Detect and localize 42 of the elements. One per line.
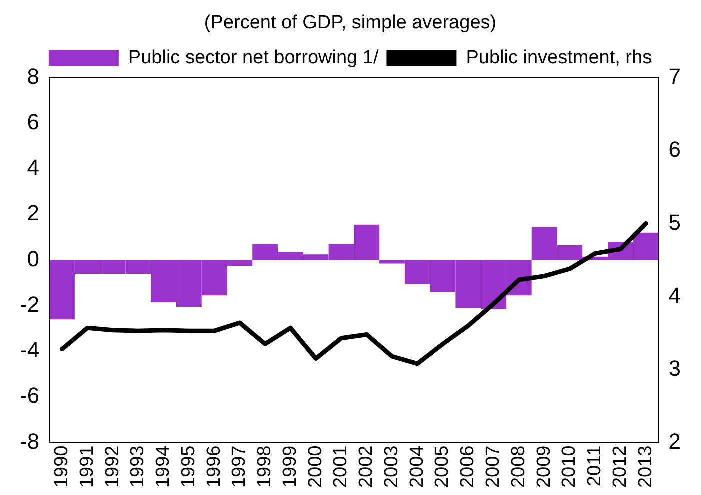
x-tick-label: 1994 <box>153 445 174 488</box>
x-tick-label: 2012 <box>610 446 631 488</box>
y-tick-label: 8 <box>27 64 40 89</box>
y2-tick-label: 4 <box>668 282 682 308</box>
legend-label: Public investment, rhs <box>466 48 652 69</box>
x-tick-label: 2006 <box>458 446 479 488</box>
x-tick-label: 2013 <box>635 446 656 488</box>
y2-tick-label: 5 <box>668 210 682 235</box>
x-tick-label: 2004 <box>406 445 428 488</box>
y-tick-label: 2 <box>27 200 40 226</box>
legend-label: Public sector net borrowing 1/ <box>128 48 380 69</box>
x-tick-label: 1991 <box>76 446 98 488</box>
x-tick-label: 1998 <box>254 446 276 488</box>
y2-tick-label: 3 <box>668 356 682 381</box>
x-tick-label: 1999 <box>280 446 301 488</box>
y2-tick-label: 2 <box>668 428 682 454</box>
y-tick-label: 6 <box>27 109 40 134</box>
x-tick-label: 2008 <box>508 446 530 488</box>
x-tick-label: 2011 <box>584 446 606 487</box>
y-tick-label: -4 <box>20 338 40 363</box>
x-tick-label: 2007 <box>483 446 504 488</box>
x-tick-label: 2009 <box>534 446 555 488</box>
x-tick-label: 2002 <box>356 446 378 488</box>
x-tick-label: 2001 <box>330 446 352 488</box>
x-tick-label: 2003 <box>381 446 402 488</box>
chart-title: (Percent of GDP, simple averages) <box>204 12 497 34</box>
x-tick-label: 1995 <box>178 446 200 488</box>
x-tick-label: 1997 <box>229 446 250 488</box>
x-tick-label: 2010 <box>559 446 580 488</box>
x-tick-label: 1993 <box>128 446 149 488</box>
y2-tick-label: 6 <box>668 136 682 162</box>
y-tick-label: 4 <box>27 155 40 180</box>
y2-tick-label: 7 <box>668 64 682 89</box>
y-tick-label: -2 <box>20 292 40 317</box>
x-tick-label: 1996 <box>204 446 225 488</box>
x-tick-label: 2000 <box>305 446 326 488</box>
y-tick-label: -8 <box>20 428 40 454</box>
y-tick-label: -6 <box>20 383 40 408</box>
x-tick-label: 1990 <box>51 446 72 488</box>
x-tick-label: 2005 <box>432 446 454 488</box>
x-tick-label: 1992 <box>102 446 124 488</box>
y-tick-label: 0 <box>27 246 40 272</box>
